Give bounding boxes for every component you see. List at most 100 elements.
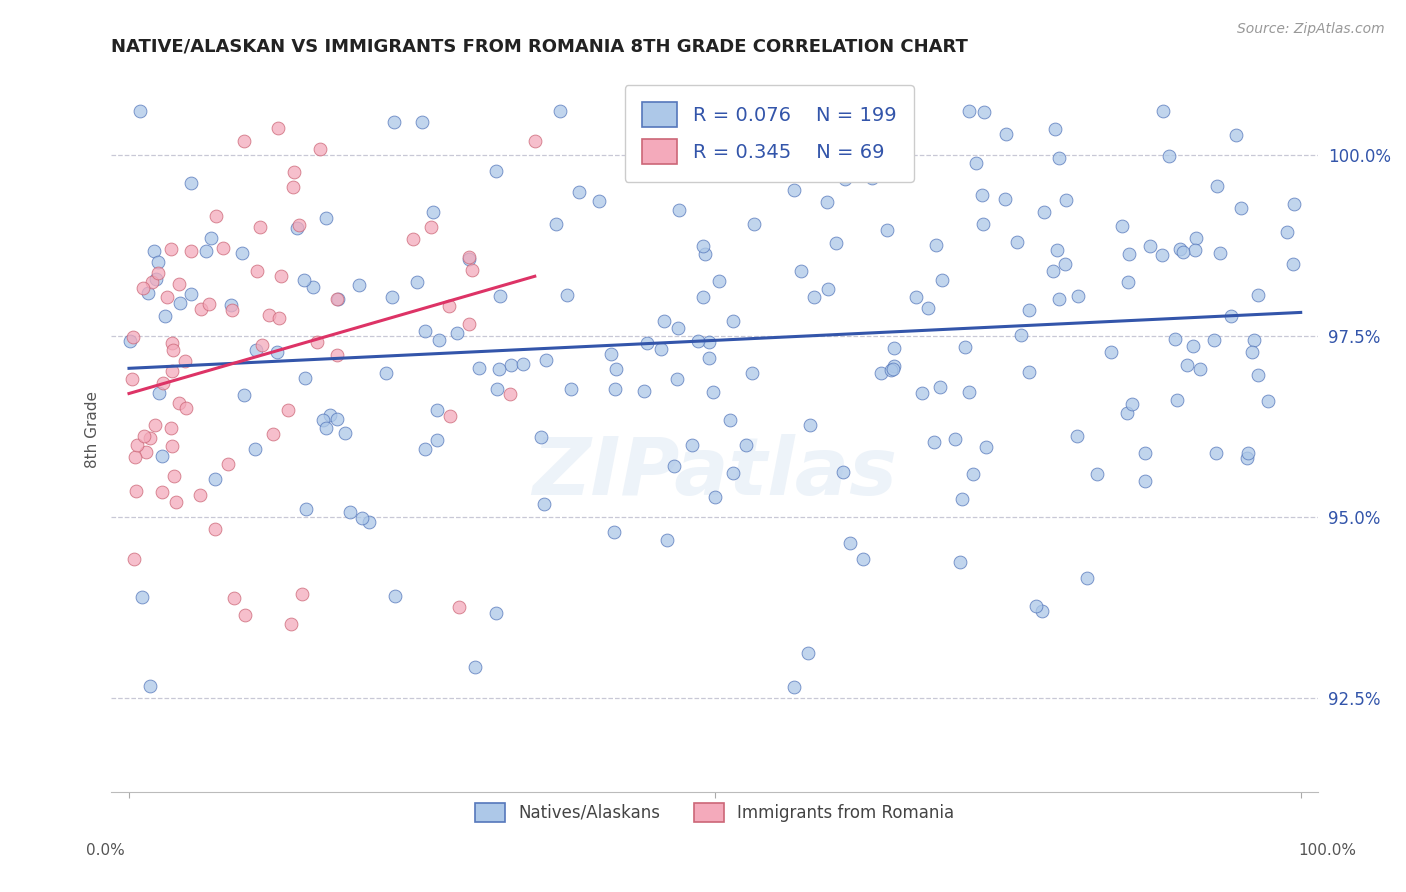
Point	[1247, 288, 1270, 302]
Point	[723, 314, 745, 328]
Point	[169, 295, 191, 310]
Point	[328, 292, 350, 306]
Point	[1184, 243, 1206, 257]
Point	[124, 450, 146, 464]
Point	[335, 426, 357, 441]
Point	[125, 484, 148, 499]
Point	[523, 134, 546, 148]
Point	[415, 442, 437, 457]
Point	[668, 202, 690, 217]
Point	[136, 286, 159, 301]
Point	[352, 511, 374, 525]
Point	[139, 431, 162, 445]
Point	[485, 606, 508, 620]
Point	[381, 289, 404, 303]
Point	[838, 536, 860, 550]
Point	[152, 484, 174, 499]
Point	[1033, 205, 1056, 219]
Point	[1047, 152, 1070, 166]
Point	[402, 231, 425, 245]
Point	[420, 220, 443, 235]
Point	[468, 360, 491, 375]
Point	[384, 589, 406, 603]
Point	[876, 223, 898, 237]
Point	[973, 105, 995, 120]
Point	[1133, 474, 1156, 488]
Point	[742, 217, 765, 231]
Point	[190, 301, 212, 316]
Point	[245, 343, 267, 358]
Point	[411, 115, 433, 129]
Point	[285, 220, 308, 235]
Point	[204, 209, 226, 223]
Text: 100.0%: 100.0%	[1298, 843, 1357, 857]
Point	[870, 366, 893, 380]
Point	[699, 351, 721, 366]
Point	[307, 334, 329, 349]
Point	[198, 297, 221, 311]
Point	[993, 192, 1015, 206]
Point	[925, 238, 948, 252]
Point	[1066, 288, 1088, 302]
Point	[972, 217, 994, 231]
Point	[375, 366, 398, 380]
Point	[723, 466, 745, 480]
Point	[231, 246, 253, 260]
Point	[922, 435, 945, 450]
Point	[657, 533, 679, 547]
Point	[120, 334, 142, 349]
Point	[681, 438, 703, 452]
Point	[458, 252, 481, 266]
Point	[534, 353, 557, 368]
Point	[603, 525, 626, 540]
Point	[1152, 104, 1174, 119]
Point	[1281, 257, 1303, 271]
Point	[194, 244, 217, 259]
Point	[312, 412, 335, 426]
Point	[1241, 344, 1264, 359]
Point	[1157, 149, 1180, 163]
Point	[1220, 309, 1243, 323]
Point	[1043, 122, 1066, 136]
Point	[605, 361, 627, 376]
Point	[121, 372, 143, 386]
Point	[1042, 264, 1064, 278]
Point	[1275, 226, 1298, 240]
Point	[291, 586, 314, 600]
Point	[783, 183, 806, 197]
Point	[797, 647, 820, 661]
Point	[499, 358, 522, 372]
Point	[233, 608, 256, 623]
Point	[129, 104, 152, 119]
Point	[405, 275, 427, 289]
Point	[292, 273, 315, 287]
Point	[825, 235, 848, 250]
Point	[439, 409, 461, 423]
Point	[486, 382, 509, 396]
Point	[1116, 276, 1139, 290]
Point	[489, 289, 512, 303]
Point	[1018, 365, 1040, 379]
Point	[146, 266, 169, 280]
Point	[488, 362, 510, 376]
Point	[636, 336, 658, 351]
Point	[1282, 197, 1305, 211]
Point	[692, 290, 714, 304]
Point	[382, 115, 405, 129]
Point	[949, 556, 972, 570]
Point	[1031, 604, 1053, 618]
Point	[695, 246, 717, 260]
Point	[1206, 178, 1229, 193]
Point	[153, 309, 176, 323]
Point	[654, 314, 676, 328]
Point	[955, 339, 977, 353]
Point	[132, 281, 155, 295]
Point	[315, 211, 337, 225]
Point	[790, 263, 813, 277]
Point	[204, 522, 226, 536]
Legend: Natives/Alaskans, Immigrants from Romania: Natives/Alaskans, Immigrants from Romani…	[467, 795, 963, 830]
Point	[1118, 247, 1140, 261]
Point	[204, 471, 226, 485]
Point	[734, 438, 756, 452]
Point	[169, 277, 191, 291]
